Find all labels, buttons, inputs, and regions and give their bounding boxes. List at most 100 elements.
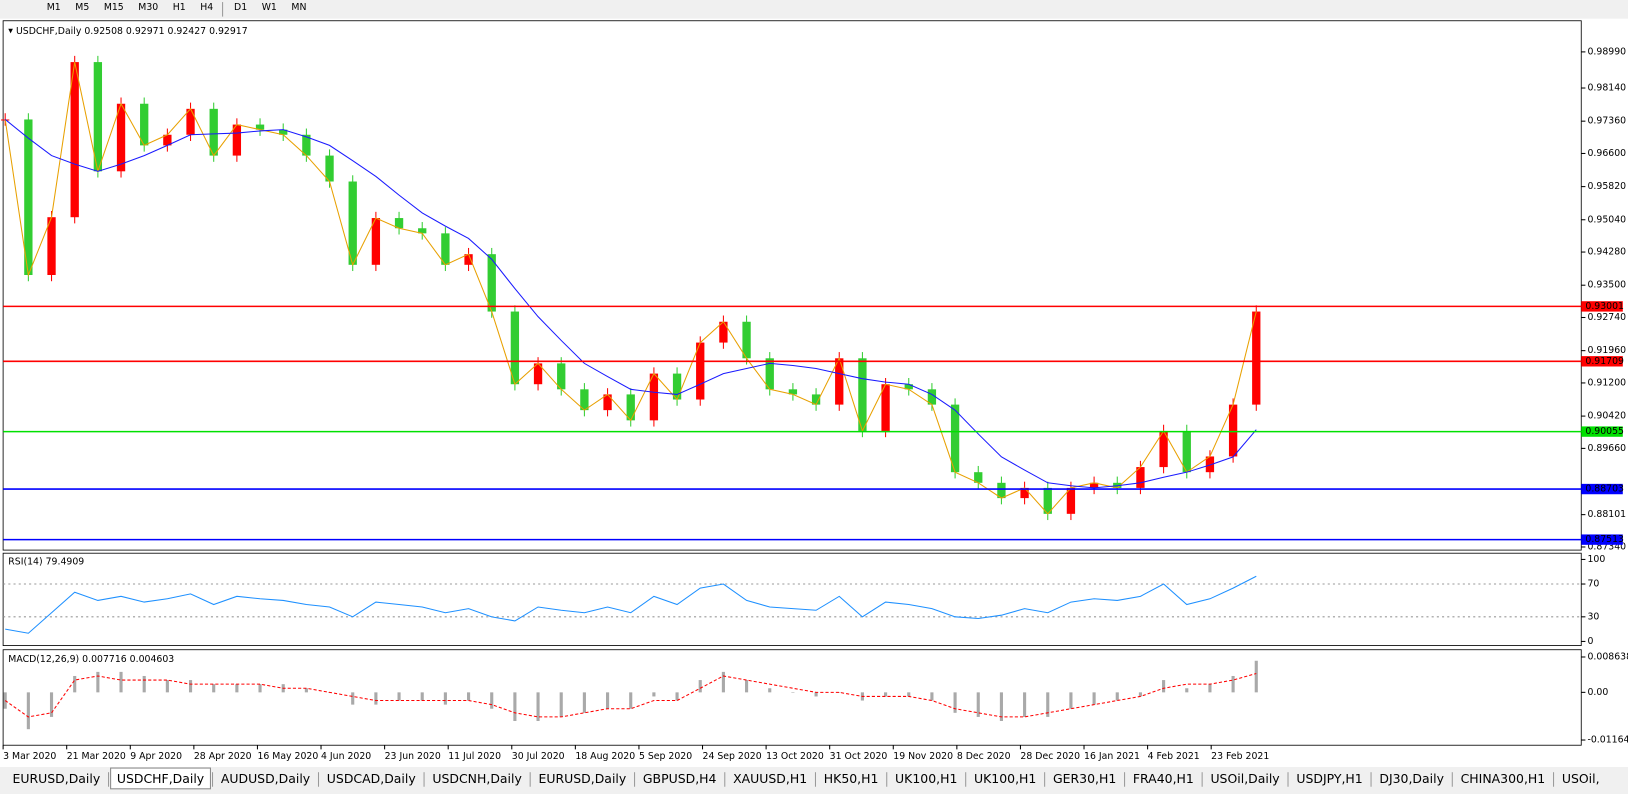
period-button[interactable]: M30 xyxy=(138,2,158,13)
macd-bar xyxy=(582,692,586,713)
candle xyxy=(1066,487,1076,514)
macd-bar xyxy=(721,671,725,693)
candle xyxy=(997,482,1006,499)
candle xyxy=(858,358,867,431)
tab[interactable] xyxy=(636,770,723,788)
tab-label[interactable]: XAUUSD,H1 xyxy=(733,771,807,786)
period-button[interactable]: M5 xyxy=(75,2,89,13)
tab-label[interactable]: USDCAD,Daily xyxy=(327,771,416,786)
tab[interactable] xyxy=(1126,770,1201,788)
rsi-name: RSI(14) xyxy=(8,556,42,567)
tab-label[interactable]: USDJPY,H1 xyxy=(1296,771,1362,786)
tab[interactable] xyxy=(817,770,885,788)
tab-label[interactable]: GBPUSD,H4 xyxy=(643,771,717,786)
candle xyxy=(881,384,890,431)
date-label: 21 Mar 2020 xyxy=(67,751,126,762)
candle xyxy=(232,124,242,156)
tab[interactable] xyxy=(1373,770,1451,788)
price-tick-label: 0.95040 xyxy=(1587,214,1626,225)
tab-label[interactable]: EURUSD,Daily xyxy=(538,771,626,786)
tab[interactable] xyxy=(426,770,529,788)
tab[interactable] xyxy=(214,770,317,788)
main-panel xyxy=(2,20,1582,551)
tab-label[interactable]: DJ30,Daily xyxy=(1379,771,1444,786)
candle xyxy=(904,384,913,390)
candle xyxy=(1159,430,1168,468)
candle xyxy=(835,358,844,405)
tab-label[interactable]: FRA40,H1 xyxy=(1133,771,1194,786)
macd-bar xyxy=(768,688,772,693)
date-label: 31 Oct 2020 xyxy=(830,751,888,762)
candle xyxy=(1182,430,1191,473)
period-button[interactable]: H4 xyxy=(200,2,213,13)
period-button[interactable]: H1 xyxy=(173,2,186,13)
moving-average xyxy=(4,119,1257,489)
tab-label[interactable]: USDCHF,Daily xyxy=(117,771,204,786)
macd-bar xyxy=(1231,675,1235,693)
candle xyxy=(557,363,566,390)
tab-label[interactable]: CHINA300,H1 xyxy=(1461,771,1546,786)
macd-bar xyxy=(443,692,447,705)
macd-bar xyxy=(165,680,169,693)
candle xyxy=(927,389,937,405)
candle xyxy=(696,342,705,400)
macd-bar xyxy=(235,684,239,693)
tab-label[interactable]: EURUSD,Daily xyxy=(12,771,100,786)
tab-label[interactable]: UK100,H1 xyxy=(895,771,957,786)
price-tick-label: 0.93500 xyxy=(1587,280,1626,291)
candle xyxy=(302,134,311,156)
date-label: 9 Apr 2020 xyxy=(130,751,182,762)
macd-bar xyxy=(26,692,30,730)
period-button[interactable]: M1 xyxy=(47,2,61,13)
macd-bar xyxy=(1092,692,1096,705)
candle xyxy=(1252,311,1261,405)
candle xyxy=(742,321,751,359)
macd-bar xyxy=(374,692,378,705)
price-tick-label: 0.91200 xyxy=(1587,377,1626,388)
tab[interactable] xyxy=(1454,770,1552,788)
close-line xyxy=(4,61,1257,515)
tab[interactable] xyxy=(110,767,211,790)
tab-label[interactable]: GER30,H1 xyxy=(1053,771,1116,786)
rsi-value: 79.4909 xyxy=(46,556,85,567)
period-button[interactable]: W1 xyxy=(262,2,277,13)
tab-label[interactable]: HK50,H1 xyxy=(824,771,879,786)
high: 0.92971 xyxy=(126,26,165,37)
rsi-tick-label: 30 xyxy=(1587,611,1599,622)
rsi-line xyxy=(5,575,1257,634)
tab-label[interactable]: USOil, xyxy=(1562,771,1600,786)
tab-label[interactable]: USDCNH,Daily xyxy=(432,771,521,786)
candle xyxy=(186,108,195,135)
macd-bar xyxy=(884,692,888,697)
tab[interactable] xyxy=(1046,770,1123,788)
tab[interactable] xyxy=(1290,770,1369,788)
macd-bar xyxy=(559,692,563,717)
tab-label[interactable]: AUDUSD,Daily xyxy=(221,771,310,786)
level-tag xyxy=(1581,534,1623,545)
tab[interactable] xyxy=(888,770,964,788)
tab[interactable] xyxy=(1555,770,1606,788)
price-tick-label: 0.88101 xyxy=(1587,509,1626,520)
tab-label[interactable]: UK100,H1 xyxy=(974,771,1036,786)
tab-scroll[interactable] xyxy=(1605,770,1628,789)
tab[interactable] xyxy=(532,770,633,788)
tab-label[interactable]: USOil,Daily xyxy=(1210,771,1279,786)
tab[interactable] xyxy=(1204,770,1286,788)
period-button[interactable]: D1 xyxy=(234,2,247,13)
macd-value: 0.007716 xyxy=(82,654,127,665)
macd-bar xyxy=(73,675,77,693)
tab[interactable] xyxy=(726,770,814,788)
period-button[interactable]: M15 xyxy=(104,2,124,13)
candle xyxy=(24,119,33,276)
macd-bar xyxy=(698,680,702,693)
tab[interactable] xyxy=(320,770,422,788)
tab[interactable] xyxy=(967,770,1043,788)
candle xyxy=(371,218,381,265)
date-label: 11 Jul 2020 xyxy=(448,751,501,762)
period-button[interactable]: MN xyxy=(291,2,306,13)
tab[interactable] xyxy=(6,770,107,788)
date-label: 18 Aug 2020 xyxy=(575,751,635,762)
rsi-panel xyxy=(2,552,1582,646)
candle xyxy=(1228,404,1238,457)
